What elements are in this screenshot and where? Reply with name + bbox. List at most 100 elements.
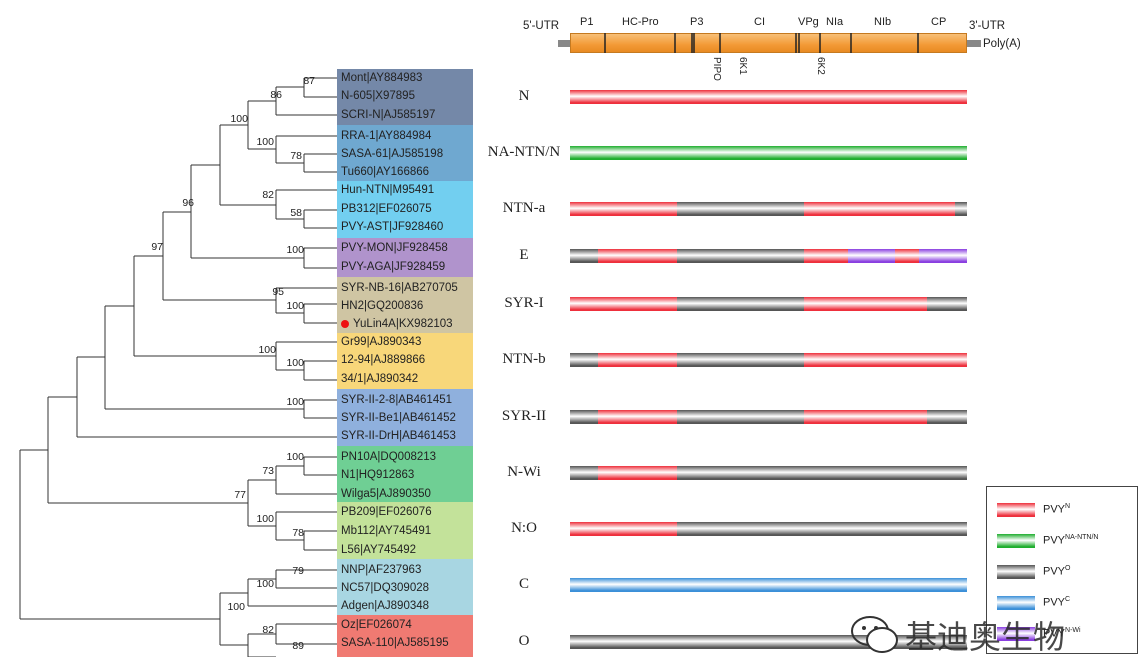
strain-bar	[570, 297, 967, 311]
strain-bar	[570, 146, 967, 160]
recombinant-segment	[677, 249, 805, 263]
bootstrap-value: 100	[256, 513, 274, 525]
utr5-bar	[558, 40, 572, 47]
recombinant-segment	[677, 202, 805, 216]
legend-swatch	[997, 565, 1035, 579]
leaf-label: SYR-NB-16|AB270705	[341, 282, 458, 294]
bootstrap-value: 97	[151, 241, 163, 253]
recombinant-segment	[677, 353, 805, 367]
legend: PVYN PVYNA-NTN/N PVYO PVYC PVYN-Wi	[986, 486, 1138, 654]
strain-bar	[570, 202, 967, 216]
recombinant-segment	[804, 202, 956, 216]
strain-label: N	[518, 88, 530, 104]
strain-label: SYR-II	[501, 408, 547, 424]
gene-boundaries	[604, 33, 919, 53]
utr3-label: 3'-UTR	[969, 20, 1006, 32]
recombinant-segment	[570, 466, 598, 480]
recombinant-segment	[804, 410, 928, 424]
recombinant-segment	[570, 522, 678, 536]
leaf-label: 34/1|AJ890342	[341, 373, 419, 385]
watermark-text: 基迪奥生物	[905, 618, 1066, 656]
strain-bar	[570, 578, 967, 592]
leaf-label: Hun-NTN|M95491	[341, 184, 435, 196]
legend-swatch	[997, 627, 1035, 641]
clade-background	[337, 69, 473, 125]
leaf-label: 12-94|AJ889866	[341, 354, 426, 366]
legend-item: PVYNA-NTN/N	[997, 534, 1137, 550]
legend-swatch	[997, 534, 1035, 548]
leaf-label: SYR-II-2-8|AB461451	[341, 394, 453, 406]
leaf-label: Wilga5|AJ890350	[341, 488, 431, 500]
polya-label: Poly(A)	[983, 38, 1021, 50]
recombinant-segment	[804, 297, 928, 311]
leaf-label: YuLin4A|KX982103	[337, 315, 473, 333]
recombinant-segment	[847, 249, 896, 263]
leaf-label: SASA-61|AJ585198	[341, 148, 444, 160]
recombinant-segment	[570, 146, 967, 160]
strain-bar	[570, 90, 967, 104]
gene-6k1: 6K1	[737, 57, 748, 75]
bootstrap-value: 78	[292, 527, 304, 539]
clade-background	[337, 238, 473, 277]
bootstrap-value: 82	[262, 189, 274, 201]
recombinant-segment	[895, 249, 920, 263]
recombinant-segment	[570, 578, 967, 592]
strain-label: N-Wi	[507, 464, 541, 480]
clade-background	[337, 502, 473, 559]
gene-p1: P1	[580, 16, 594, 28]
legend-item: PVYO	[997, 565, 1137, 581]
leaf-label: SASA-110|AJ585195	[341, 637, 449, 649]
legend-label: PVYO	[1043, 565, 1071, 578]
legend-item: PVYN-Wi	[997, 627, 1137, 643]
recombinant-segment	[570, 353, 598, 367]
recombinant-segment	[597, 249, 678, 263]
legend-label: PVYN	[1043, 503, 1071, 516]
strain-bar	[570, 410, 967, 424]
clade-background	[337, 333, 473, 389]
strain-label: NTN-a	[502, 200, 546, 216]
legend-item: PVYC	[997, 596, 1137, 612]
bootstrap-value: 58	[290, 207, 302, 219]
strain-label: E	[519, 247, 529, 263]
recombinant-segment	[804, 249, 848, 263]
bootstrap-value: 77	[234, 489, 246, 501]
recombinant-segment	[570, 90, 967, 104]
leaf-label: Tu660|AY166866	[341, 166, 430, 178]
legend-swatch	[997, 503, 1035, 517]
strain-label: O	[518, 633, 530, 649]
bootstrap-value: 89	[292, 640, 304, 652]
clade-background	[337, 277, 473, 333]
bootstrap-value: 100	[230, 113, 248, 125]
bootstrap-value: 100	[227, 601, 245, 613]
orf-bar	[570, 33, 967, 53]
recombinant-segment	[597, 410, 678, 424]
bootstrap-value: 73	[262, 465, 274, 477]
legend-label: PVYN-Wi	[1043, 627, 1081, 640]
gene-pipo: PIPO	[711, 57, 722, 81]
strain-label: NA-NTN/N	[487, 144, 561, 160]
clade-background	[337, 615, 473, 657]
bootstrap-value: 100	[286, 396, 304, 408]
strain-bar	[570, 466, 967, 480]
strain-label: C	[518, 576, 529, 592]
recombinant-segment	[955, 202, 967, 216]
strain-label: NTN-b	[502, 351, 546, 367]
leaf-label: PVY-MON|JF928458	[341, 242, 448, 254]
bootstrap-value: 79	[292, 565, 304, 577]
leaf-label: PVY-AST|JF928460	[341, 221, 444, 233]
recombinant-segment	[677, 466, 967, 480]
bootstrap-value: 100	[286, 244, 304, 256]
utr5-label: 5'-UTR	[523, 20, 560, 32]
bootstrap-value: 100	[256, 136, 274, 148]
wechat-icon	[848, 614, 900, 654]
bootstrap-value: 100	[286, 357, 304, 369]
leaf-label: HN2|GQ200836	[341, 300, 424, 312]
leaf-label: Gr99|AJ890343	[341, 336, 422, 348]
leaf-label: RRA-1|AY884984	[341, 130, 432, 142]
leaf-label: Mb112|AY745491	[341, 525, 432, 537]
leaf-label: Oz|EF026074	[341, 619, 412, 631]
leaf-label: PB209|EF026076	[341, 506, 432, 518]
recombinant-segment	[597, 353, 678, 367]
recombinant-segment	[804, 353, 967, 367]
legend-item: PVYN	[997, 503, 1137, 519]
